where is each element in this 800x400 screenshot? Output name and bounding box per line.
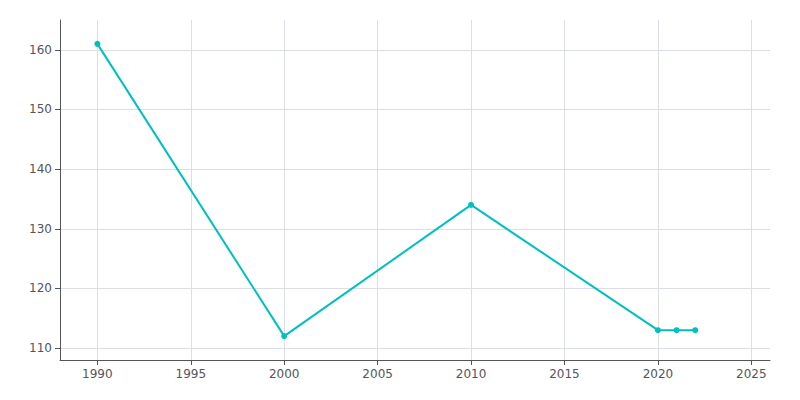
svg-text:150: 150 (29, 102, 52, 116)
svg-text:1995: 1995 (176, 367, 207, 381)
svg-text:2015: 2015 (549, 367, 580, 381)
svg-text:130: 130 (29, 222, 52, 236)
svg-text:110: 110 (29, 341, 52, 355)
svg-text:160: 160 (29, 43, 52, 57)
svg-text:2010: 2010 (456, 367, 487, 381)
svg-text:2020: 2020 (643, 367, 674, 381)
svg-text:1990: 1990 (82, 367, 113, 381)
svg-text:120: 120 (29, 281, 52, 295)
svg-text:2000: 2000 (269, 367, 300, 381)
svg-text:140: 140 (29, 162, 52, 176)
svg-text:2005: 2005 (362, 367, 393, 381)
svg-text:2025: 2025 (736, 367, 767, 381)
